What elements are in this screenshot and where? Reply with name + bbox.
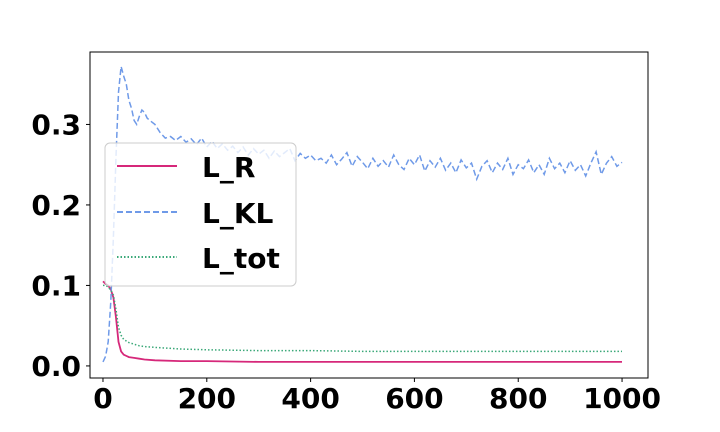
legend-label-l-tot: L_tot xyxy=(202,242,280,275)
x-tick-label: 600 xyxy=(385,382,443,415)
x-axis: 0 200 400 600 800 1000 xyxy=(93,378,661,415)
legend-label-l-r: L_R xyxy=(202,151,255,184)
series-layer xyxy=(102,66,623,363)
series-line-l-tot xyxy=(103,284,622,353)
x-tick-label: 800 xyxy=(489,382,547,415)
y-axis: 0.0 0.1 0.2 0.3 xyxy=(31,108,90,383)
series-line-l-r xyxy=(102,280,622,363)
y-tick-label: 0.1 xyxy=(31,269,81,302)
y-tick-label: 0.0 xyxy=(31,350,81,383)
series-line-l-kl xyxy=(102,66,623,363)
x-tick-label: 400 xyxy=(281,382,339,415)
x-tick-label: 1000 xyxy=(583,382,661,415)
legend-box xyxy=(104,142,297,287)
y-tick-label: 0.2 xyxy=(31,189,81,222)
y-tick-label: 0.3 xyxy=(31,108,81,141)
x-tick-label: 0 xyxy=(93,382,112,415)
legend: L_R L_KL L_tot xyxy=(104,142,297,287)
x-tick-label: 200 xyxy=(178,382,236,415)
legend-label-l-kl: L_KL xyxy=(202,197,274,230)
